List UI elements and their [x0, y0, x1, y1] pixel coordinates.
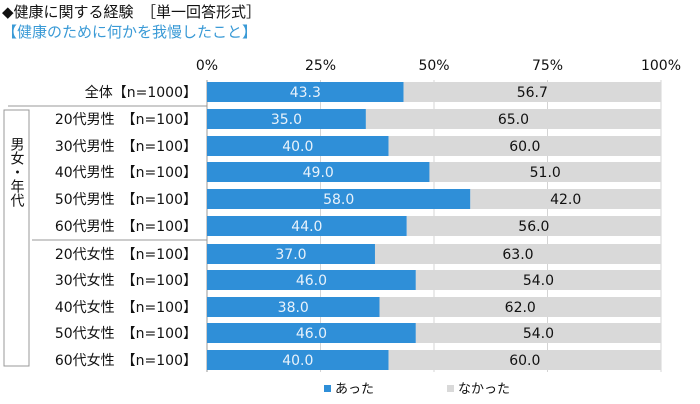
data-label: 51.0	[530, 165, 561, 181]
bar-yes	[207, 216, 407, 236]
group-label: 男女・年代	[9, 137, 25, 208]
data-label: 60.0	[509, 139, 540, 155]
legend-label: なかった	[458, 382, 510, 397]
bar-yes	[207, 189, 471, 209]
bar-no	[388, 136, 661, 156]
bar-no	[406, 216, 661, 236]
data-label: 40.0	[282, 353, 313, 369]
x-tick-label: 50%	[418, 58, 449, 74]
data-label: 63.0	[502, 247, 533, 263]
bar-yes	[207, 323, 416, 343]
bar-yes	[207, 244, 375, 264]
bar-yes	[207, 136, 389, 156]
category-label: 40代男性 【n=100】	[55, 165, 197, 181]
x-tick-label: 100%	[641, 58, 681, 74]
legend-swatch	[324, 385, 331, 392]
category-label: 30代男性 【n=100】	[55, 139, 197, 155]
data-label: 58.0	[323, 192, 354, 208]
chart-subtitle: 【健康のために何かを我慢したこと】	[2, 23, 258, 41]
data-label: 54.0	[523, 273, 554, 289]
data-label: 54.0	[523, 326, 554, 342]
bar-yes	[207, 297, 380, 317]
chart-title: ◆健康に関する経験 ［単一回答形式］	[2, 3, 262, 21]
data-label: 46.0	[296, 326, 327, 342]
bar-yes	[207, 109, 366, 129]
data-label: 44.0	[291, 219, 322, 235]
bar-yes	[207, 82, 404, 102]
data-label: 46.0	[296, 273, 327, 289]
bar-no	[374, 244, 661, 264]
bar-no	[429, 162, 661, 182]
bar-no	[470, 189, 661, 209]
data-label: 35.0	[271, 112, 302, 128]
bar-yes	[207, 270, 416, 290]
data-label: 40.0	[282, 139, 313, 155]
bar-no	[415, 270, 661, 290]
category-label: 50代男性 【n=100】	[55, 192, 197, 208]
data-label: 62.0	[505, 300, 536, 316]
bar-yes	[207, 162, 430, 182]
data-label: 43.3	[290, 85, 321, 101]
data-label: 60.0	[509, 353, 540, 369]
data-label: 37.0	[275, 247, 306, 263]
category-label: 40代女性 【n=100】	[55, 299, 197, 316]
x-tick-label: 75%	[532, 58, 563, 74]
category-label: 50代女性 【n=100】	[55, 325, 197, 342]
category-label: 60代男性 【n=100】	[55, 219, 197, 235]
bar-no	[365, 109, 661, 129]
category-label: 30代女性 【n=100】	[55, 272, 197, 289]
category-label: 20代女性 【n=100】	[55, 246, 197, 263]
bar-no	[379, 297, 661, 317]
group-box	[3, 109, 30, 367]
bar-yes	[207, 350, 389, 370]
x-tick-label: 0%	[196, 58, 218, 74]
category-label: 全体【n=1000】	[85, 84, 197, 101]
data-label: 65.0	[498, 112, 529, 128]
data-label: 42.0	[550, 192, 581, 208]
x-tick-label: 25%	[305, 58, 336, 74]
category-label: 60代女性 【n=100】	[55, 352, 197, 369]
category-label: 20代男性 【n=100】	[55, 112, 197, 128]
data-label: 49.0	[303, 165, 334, 181]
legend-label: あった	[335, 382, 374, 397]
bar-no	[415, 323, 661, 343]
data-label: 56.7	[517, 85, 548, 101]
bar-no	[403, 82, 661, 102]
bar-no	[388, 350, 661, 370]
data-label: 56.0	[518, 219, 549, 235]
data-label: 38.0	[278, 300, 309, 316]
legend-swatch	[447, 385, 454, 392]
